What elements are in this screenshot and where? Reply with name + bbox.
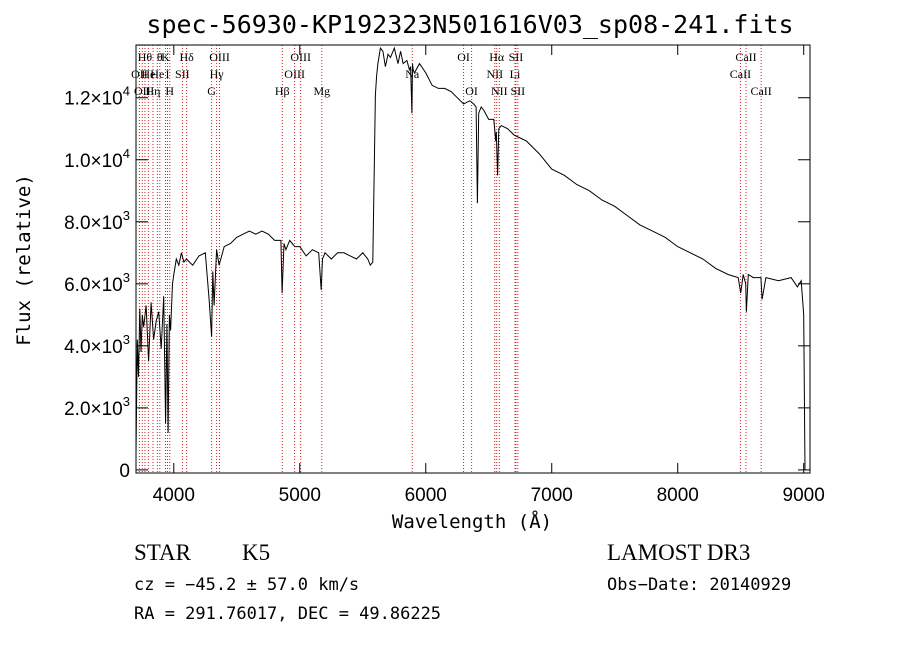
line-label: Hγ [210, 67, 225, 81]
line-label: CaII [735, 50, 756, 64]
line-label: SII [509, 50, 524, 64]
chart-title: spec-56930-KP192323N501616V03_sp08-241.f… [146, 10, 793, 39]
line-label: K [161, 50, 170, 64]
y-axis-ticks: 0 2.0×103 4.0×103 6.0×103 8.0×103 1.0×104 1.2×… [64, 84, 810, 482]
y-tick-label: 0 [119, 461, 130, 482]
line-label: Hδ [179, 50, 194, 64]
y-tick-label: 8.0×103 [64, 208, 130, 234]
spectral-line-labels: OIIOIIHθHeHηHeθKIHSIIHδGHγOIIIHβOIIIOIII… [131, 50, 772, 98]
x-tick-label: 5000 [279, 485, 321, 506]
survey-name: LAMOST DR3 [607, 540, 750, 565]
line-label: He [150, 67, 164, 81]
x-tick-label: 7000 [531, 485, 573, 506]
redshift-info: cz = −45.2 ± 57.0 km/s [134, 575, 359, 595]
line-label: OIII [284, 67, 305, 81]
object-subclass: K5 [242, 540, 270, 565]
object-class: STAR [134, 540, 192, 565]
line-label: CaII [750, 84, 771, 98]
line-label: I [165, 67, 169, 81]
line-label: CaII [730, 67, 751, 81]
y-axis-label: Flux (relative) [13, 174, 35, 346]
line-label: SII [175, 67, 190, 81]
spectrum-series-line [135, 46, 806, 470]
spectral-line-markers [138, 45, 762, 473]
x-axis-ticks: 4000 5000 6000 7000 8000 9000 [153, 45, 825, 506]
plot-frame [135, 44, 811, 474]
line-label: NII [486, 67, 503, 81]
line-label: Hθ [138, 50, 153, 64]
line-label: Mg [313, 84, 330, 98]
y-tick-label: 1.2×104 [64, 84, 130, 110]
line-label: θ [157, 50, 163, 64]
obs-date: Obs−Date: 20140929 [607, 575, 791, 595]
line-label: Li [510, 67, 521, 81]
line-label: OI [457, 50, 470, 64]
line-label: He [141, 67, 155, 81]
line-label: NII [491, 84, 508, 98]
coordinates: RA = 291.76017, DEC = 49.86225 [134, 604, 441, 624]
x-tick-label: 9000 [783, 485, 825, 506]
line-label: Hβ [275, 84, 290, 98]
line-label: OIII [290, 50, 311, 64]
y-tick-label: 2.0×103 [64, 394, 130, 420]
x-tick-label: 4000 [153, 485, 195, 506]
line-label: G [207, 84, 216, 98]
x-axis-label: Wavelength (Å) [392, 510, 552, 533]
line-label: Hα [489, 50, 505, 64]
y-tick-label: 6.0×103 [64, 270, 130, 296]
y-tick-label: 4.0×103 [64, 332, 130, 358]
line-label: OII [131, 67, 148, 81]
line-label: OII [134, 84, 151, 98]
y-tick-label: 1.0×104 [64, 146, 130, 172]
line-label: SII [511, 84, 526, 98]
line-label: OIII [209, 50, 230, 64]
line-label: Hη [146, 84, 161, 98]
line-label: OI [465, 84, 478, 98]
x-tick-label: 6000 [405, 485, 447, 506]
x-tick-label: 8000 [657, 485, 699, 506]
line-label: H [165, 84, 174, 98]
